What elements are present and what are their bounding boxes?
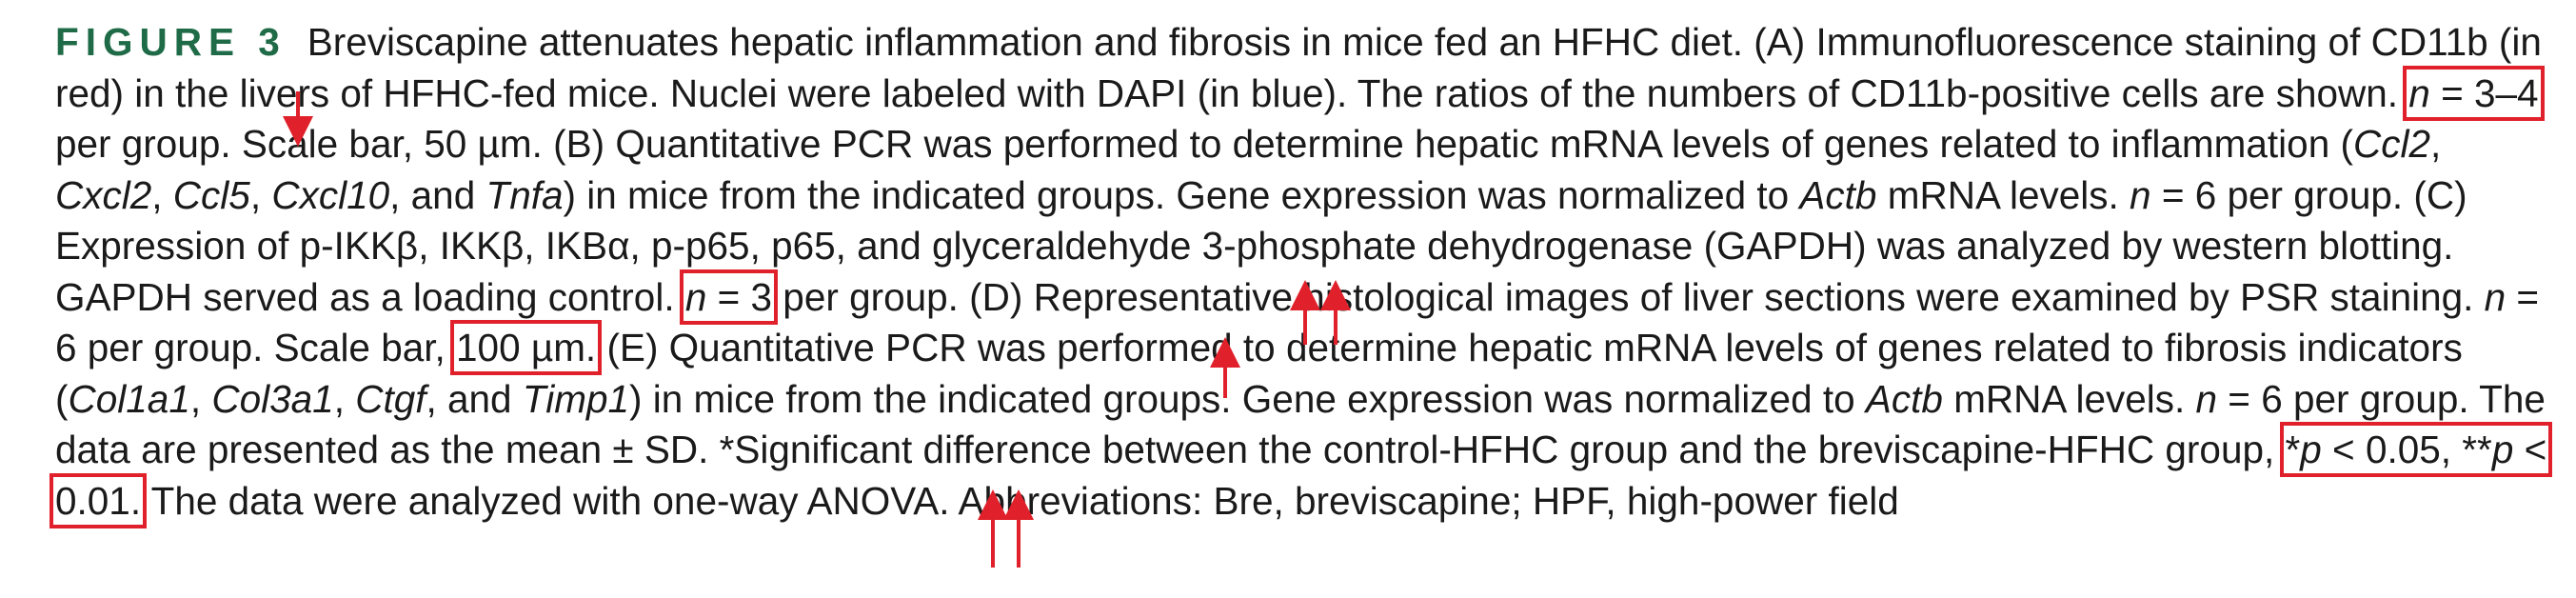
- gene-name: Ctgf: [355, 376, 426, 421]
- caption-text: (E) Quantitative PCR was performed to de…: [55, 326, 2463, 421]
- p-value-text: < 0.01.: [55, 428, 2547, 523]
- italic-n: n: [2484, 274, 2507, 319]
- caption-text: ,: [333, 376, 356, 421]
- caption-text: ,: [2430, 122, 2442, 166]
- caption-text: = 6 per group. (C) Expression of p-IKKβ,…: [55, 172, 2467, 319]
- caption-text: Breviscapine attenuates hepatic inflamma…: [55, 20, 2542, 115]
- highlight-sample-size-c: n = 3: [679, 269, 779, 325]
- caption-text: per group. Scale bar, 50 µm. (B) Quantit…: [55, 122, 2353, 166]
- sample-size-text: = 3–4: [2429, 70, 2539, 115]
- gene-name: Ccl2: [2352, 122, 2430, 166]
- figure-label: FIGURE 3: [55, 20, 287, 64]
- p-value-text: < 0.05, **: [2321, 428, 2492, 471]
- italic-p: p: [2491, 428, 2514, 471]
- highlight-p-values: *p < 0.05, **p < 0.01.: [49, 422, 2553, 528]
- gene-name: Actb: [1799, 172, 1877, 217]
- italic-p: p: [2300, 428, 2322, 471]
- gene-name: Col3a1: [211, 376, 334, 421]
- italic-n: n: [2195, 376, 2218, 421]
- caption-text: The data were analyzed with one-way ANOV…: [141, 478, 1899, 523]
- p-star: *: [2285, 428, 2301, 471]
- italic-n: n: [2130, 172, 2151, 217]
- caption-text: per group. (D) Representative histologic…: [772, 274, 2485, 319]
- highlight-sample-size-a: n = 3–4: [2403, 65, 2545, 121]
- caption-text: ,: [189, 376, 212, 421]
- sample-size-text: = 3: [706, 274, 773, 319]
- caption-text: mRNA levels.: [1942, 376, 2196, 421]
- gene-name: Cxcl10: [271, 172, 390, 217]
- caption-text: ,: [151, 172, 173, 217]
- gene-name: Actb: [1865, 376, 1943, 421]
- caption-text: , and: [389, 172, 486, 217]
- italic-n: n: [2408, 70, 2430, 115]
- caption-text: = 6 per group. The data are presented as…: [55, 376, 2546, 472]
- gene-name: Cxcl2: [55, 172, 152, 217]
- figure-caption: FIGURE 3 Breviscapine attenuates hepatic …: [49, 17, 2553, 528]
- gene-name: Ccl5: [172, 172, 250, 217]
- caption-text: ) in mice from the indicated groups. Gen…: [563, 172, 1800, 217]
- highlight-scale-bar-d: 100 µm.: [450, 320, 603, 375]
- caption-text: ) in mice from the indicated groups. Gen…: [629, 376, 1866, 421]
- gene-name: Timp1: [522, 376, 630, 421]
- gene-name: Tnfa: [485, 172, 564, 217]
- gene-name: Col1a1: [68, 376, 190, 421]
- caption-text: ,: [249, 172, 272, 217]
- italic-n: n: [684, 274, 707, 319]
- caption-text: , and: [426, 376, 523, 421]
- caption-text: = 6 per group. Scale bar,: [55, 274, 2540, 370]
- caption-text: mRNA levels.: [1876, 172, 2130, 217]
